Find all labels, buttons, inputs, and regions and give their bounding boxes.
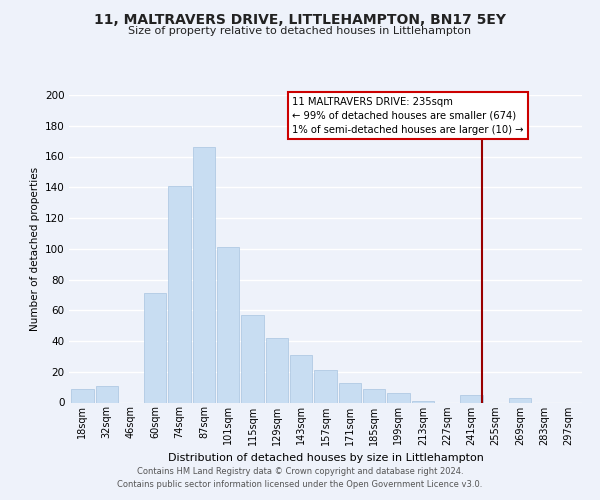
Bar [412,401,434,402]
Bar [241,315,264,402]
Text: 11 MALTRAVERS DRIVE: 235sqm
← 99% of detached houses are smaller (674)
1% of sem: 11 MALTRAVERS DRIVE: 235sqm ← 99% of det… [292,96,524,134]
Bar [509,398,531,402]
Bar [290,355,313,403]
Bar [193,148,215,402]
Text: Contains HM Land Registry data © Crown copyright and database right 2024.: Contains HM Land Registry data © Crown c… [137,467,463,476]
Text: 11, MALTRAVERS DRIVE, LITTLEHAMPTON, BN17 5EY: 11, MALTRAVERS DRIVE, LITTLEHAMPTON, BN1… [94,12,506,26]
X-axis label: Distribution of detached houses by size in Littlehampton: Distribution of detached houses by size … [167,453,484,463]
Bar [387,394,410,402]
Bar [71,388,94,402]
Bar [363,388,385,402]
Bar [338,382,361,402]
Bar [217,247,239,402]
Bar [144,294,166,403]
Bar [460,395,482,402]
Bar [314,370,337,402]
Text: Size of property relative to detached houses in Littlehampton: Size of property relative to detached ho… [128,26,472,36]
Text: Contains public sector information licensed under the Open Government Licence v3: Contains public sector information licen… [118,480,482,489]
Y-axis label: Number of detached properties: Number of detached properties [29,166,40,331]
Bar [266,338,288,402]
Bar [169,186,191,402]
Bar [95,386,118,402]
